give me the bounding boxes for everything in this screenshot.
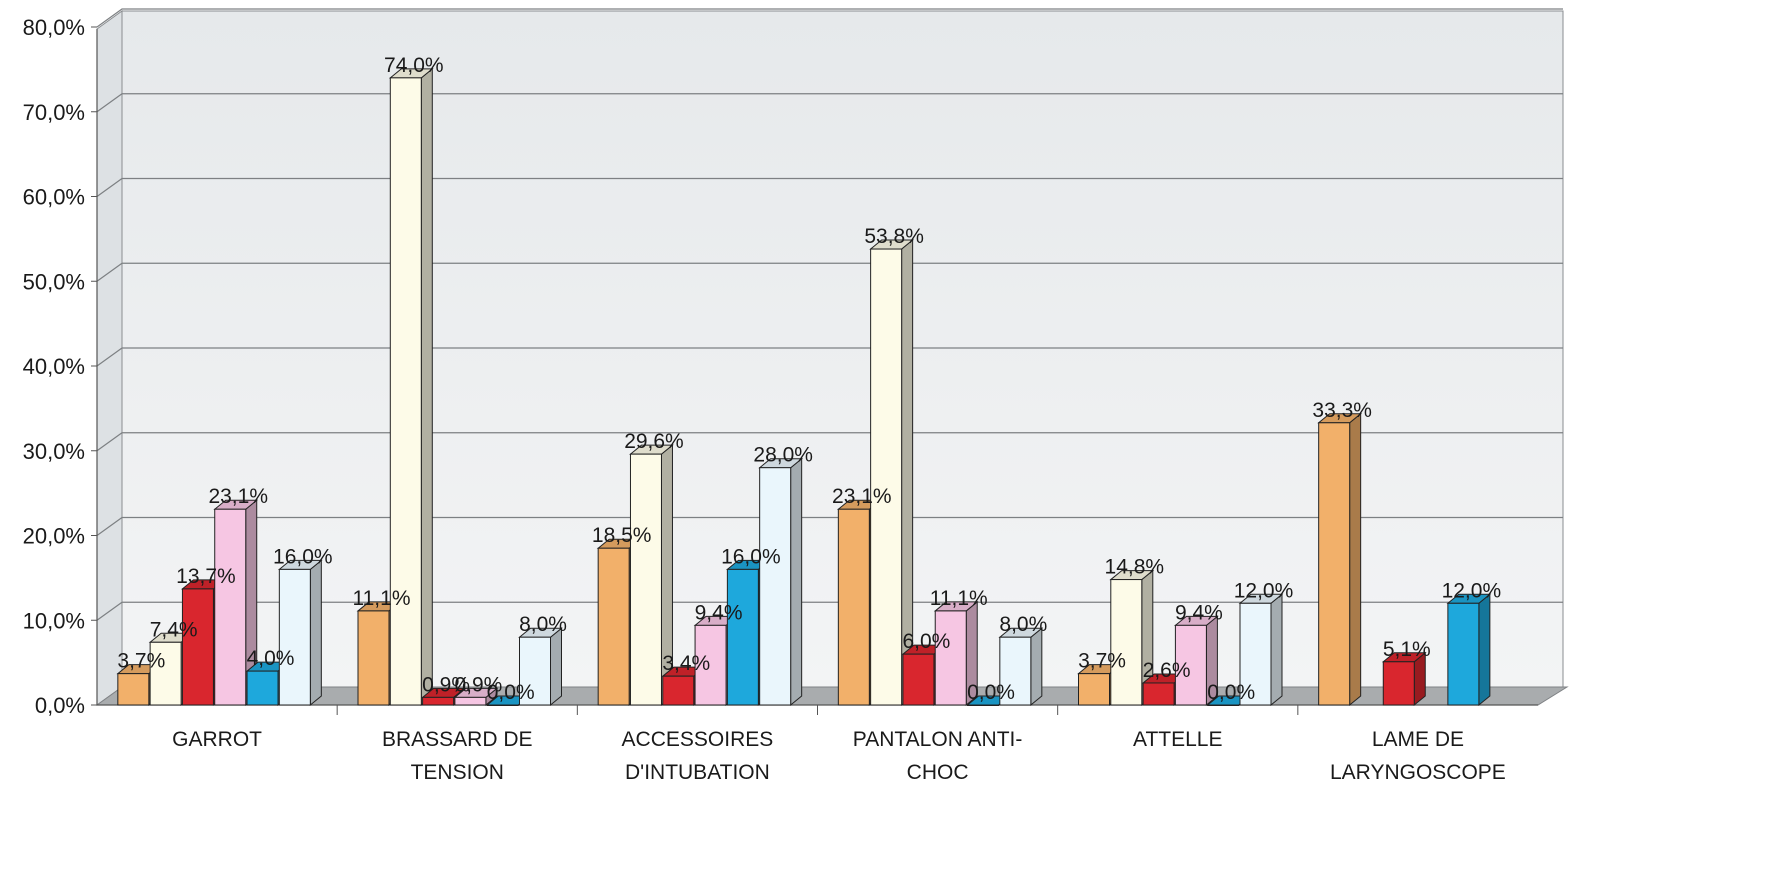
gridlines [96,8,1563,621]
data-label: 23,1% [208,485,268,508]
data-label: 8,0% [519,613,567,636]
bar [1109,569,1155,707]
data-label: 12,0% [1442,579,1502,602]
x-category-label: TENSION [411,761,504,784]
data-label: 9,4% [1175,601,1223,624]
data-label: 11,1% [353,587,411,610]
data-label: 8,0% [999,613,1047,636]
x-category-label: PANTALON ANTI- [853,728,1023,751]
y-tick-label: 40,0% [23,354,85,379]
bar [869,238,915,707]
data-label: 74,0% [384,54,444,77]
bar [629,444,674,707]
x-category-label: D'INTUBATION [625,761,770,784]
data-label: 13,7% [176,565,236,588]
bars [116,67,1492,707]
data-label: 12,0% [1234,579,1294,602]
data-label: 9,4% [695,601,743,624]
y-tick-label: 60,0% [23,185,85,210]
gridline [96,516,1563,536]
y-tick-label: 70,0% [23,100,85,125]
data-label: 2,6% [1143,659,1191,682]
bar [1317,412,1363,707]
gridline [96,93,1563,113]
gridline [96,601,1563,621]
data-label: 14,8% [1105,556,1165,579]
data-label: 53,8% [864,225,924,248]
y-tick-label: 30,0% [23,439,85,464]
y-tick-label: 10,0% [23,608,85,633]
y-tick-label: 0,0% [35,693,85,718]
data-label: 18,5% [592,524,652,547]
bar [1381,651,1427,707]
x-category-label: CHOC [907,761,969,784]
data-label: 7,4% [150,618,198,641]
x-category-label: BRASSARD DE [382,728,533,751]
side-wall [96,10,123,706]
data-label: 33,3% [1312,399,1372,422]
gridline [96,347,1563,367]
y-tick-label: 50,0% [23,269,85,294]
y-tick-label: 20,0% [23,524,85,549]
bar [1206,695,1252,706]
gridline [96,432,1563,452]
data-label: 23,1% [832,485,892,508]
y-tick-label: 80,0% [23,15,85,40]
data-label: 16,0% [721,545,781,568]
bar [1173,615,1219,707]
bar [1446,593,1492,707]
gridline [96,262,1563,282]
data-label: 28,0% [753,444,813,467]
data-label: 3,7% [117,650,165,673]
data-label: 3,4% [662,652,710,675]
tick-labels: 0,0% 10,0% 20,0% 30,0% 40,0% 50,0% 60,0% 70,0% 8… [23,15,1506,784]
gridline [96,8,1563,28]
data-label: 0,0% [487,681,535,704]
bar [148,632,194,707]
bar [388,67,434,707]
data-label: 0,9% [422,673,470,696]
data-label: 0,0% [967,681,1015,704]
bar [518,627,563,707]
bar [998,627,1044,707]
data-labels: 3,7% 7,4% 13,7% 23,1% 4,0% 16,0% 11,1% 74,0% 0,9… [117,54,1501,704]
x-category-label: ACCESSOIRES [622,728,774,751]
bar [277,559,323,707]
data-label: 29,6% [624,430,684,453]
x-category-label: LAME DE [1372,728,1464,751]
x-category-label: ATTELLE [1133,728,1222,751]
data-label: 3,7% [1078,650,1126,673]
bar [213,499,259,707]
data-label: 11,1% [930,587,988,610]
bar [758,457,804,707]
x-category-label: LARYNGOSCOPE [1330,761,1506,784]
data-label: 4,0% [247,647,295,670]
data-label: 0,0% [1207,681,1255,704]
data-label: 5,1% [1383,638,1431,661]
bar [933,600,979,707]
gridline [96,177,1563,197]
data-label: 6,0% [902,630,950,653]
bar [453,687,499,707]
axes [91,26,1538,715]
data-label: 0,9% [454,673,502,696]
bar [1238,593,1284,707]
x-category-label: GARROT [172,728,262,751]
data-label: 16,0% [273,545,333,568]
